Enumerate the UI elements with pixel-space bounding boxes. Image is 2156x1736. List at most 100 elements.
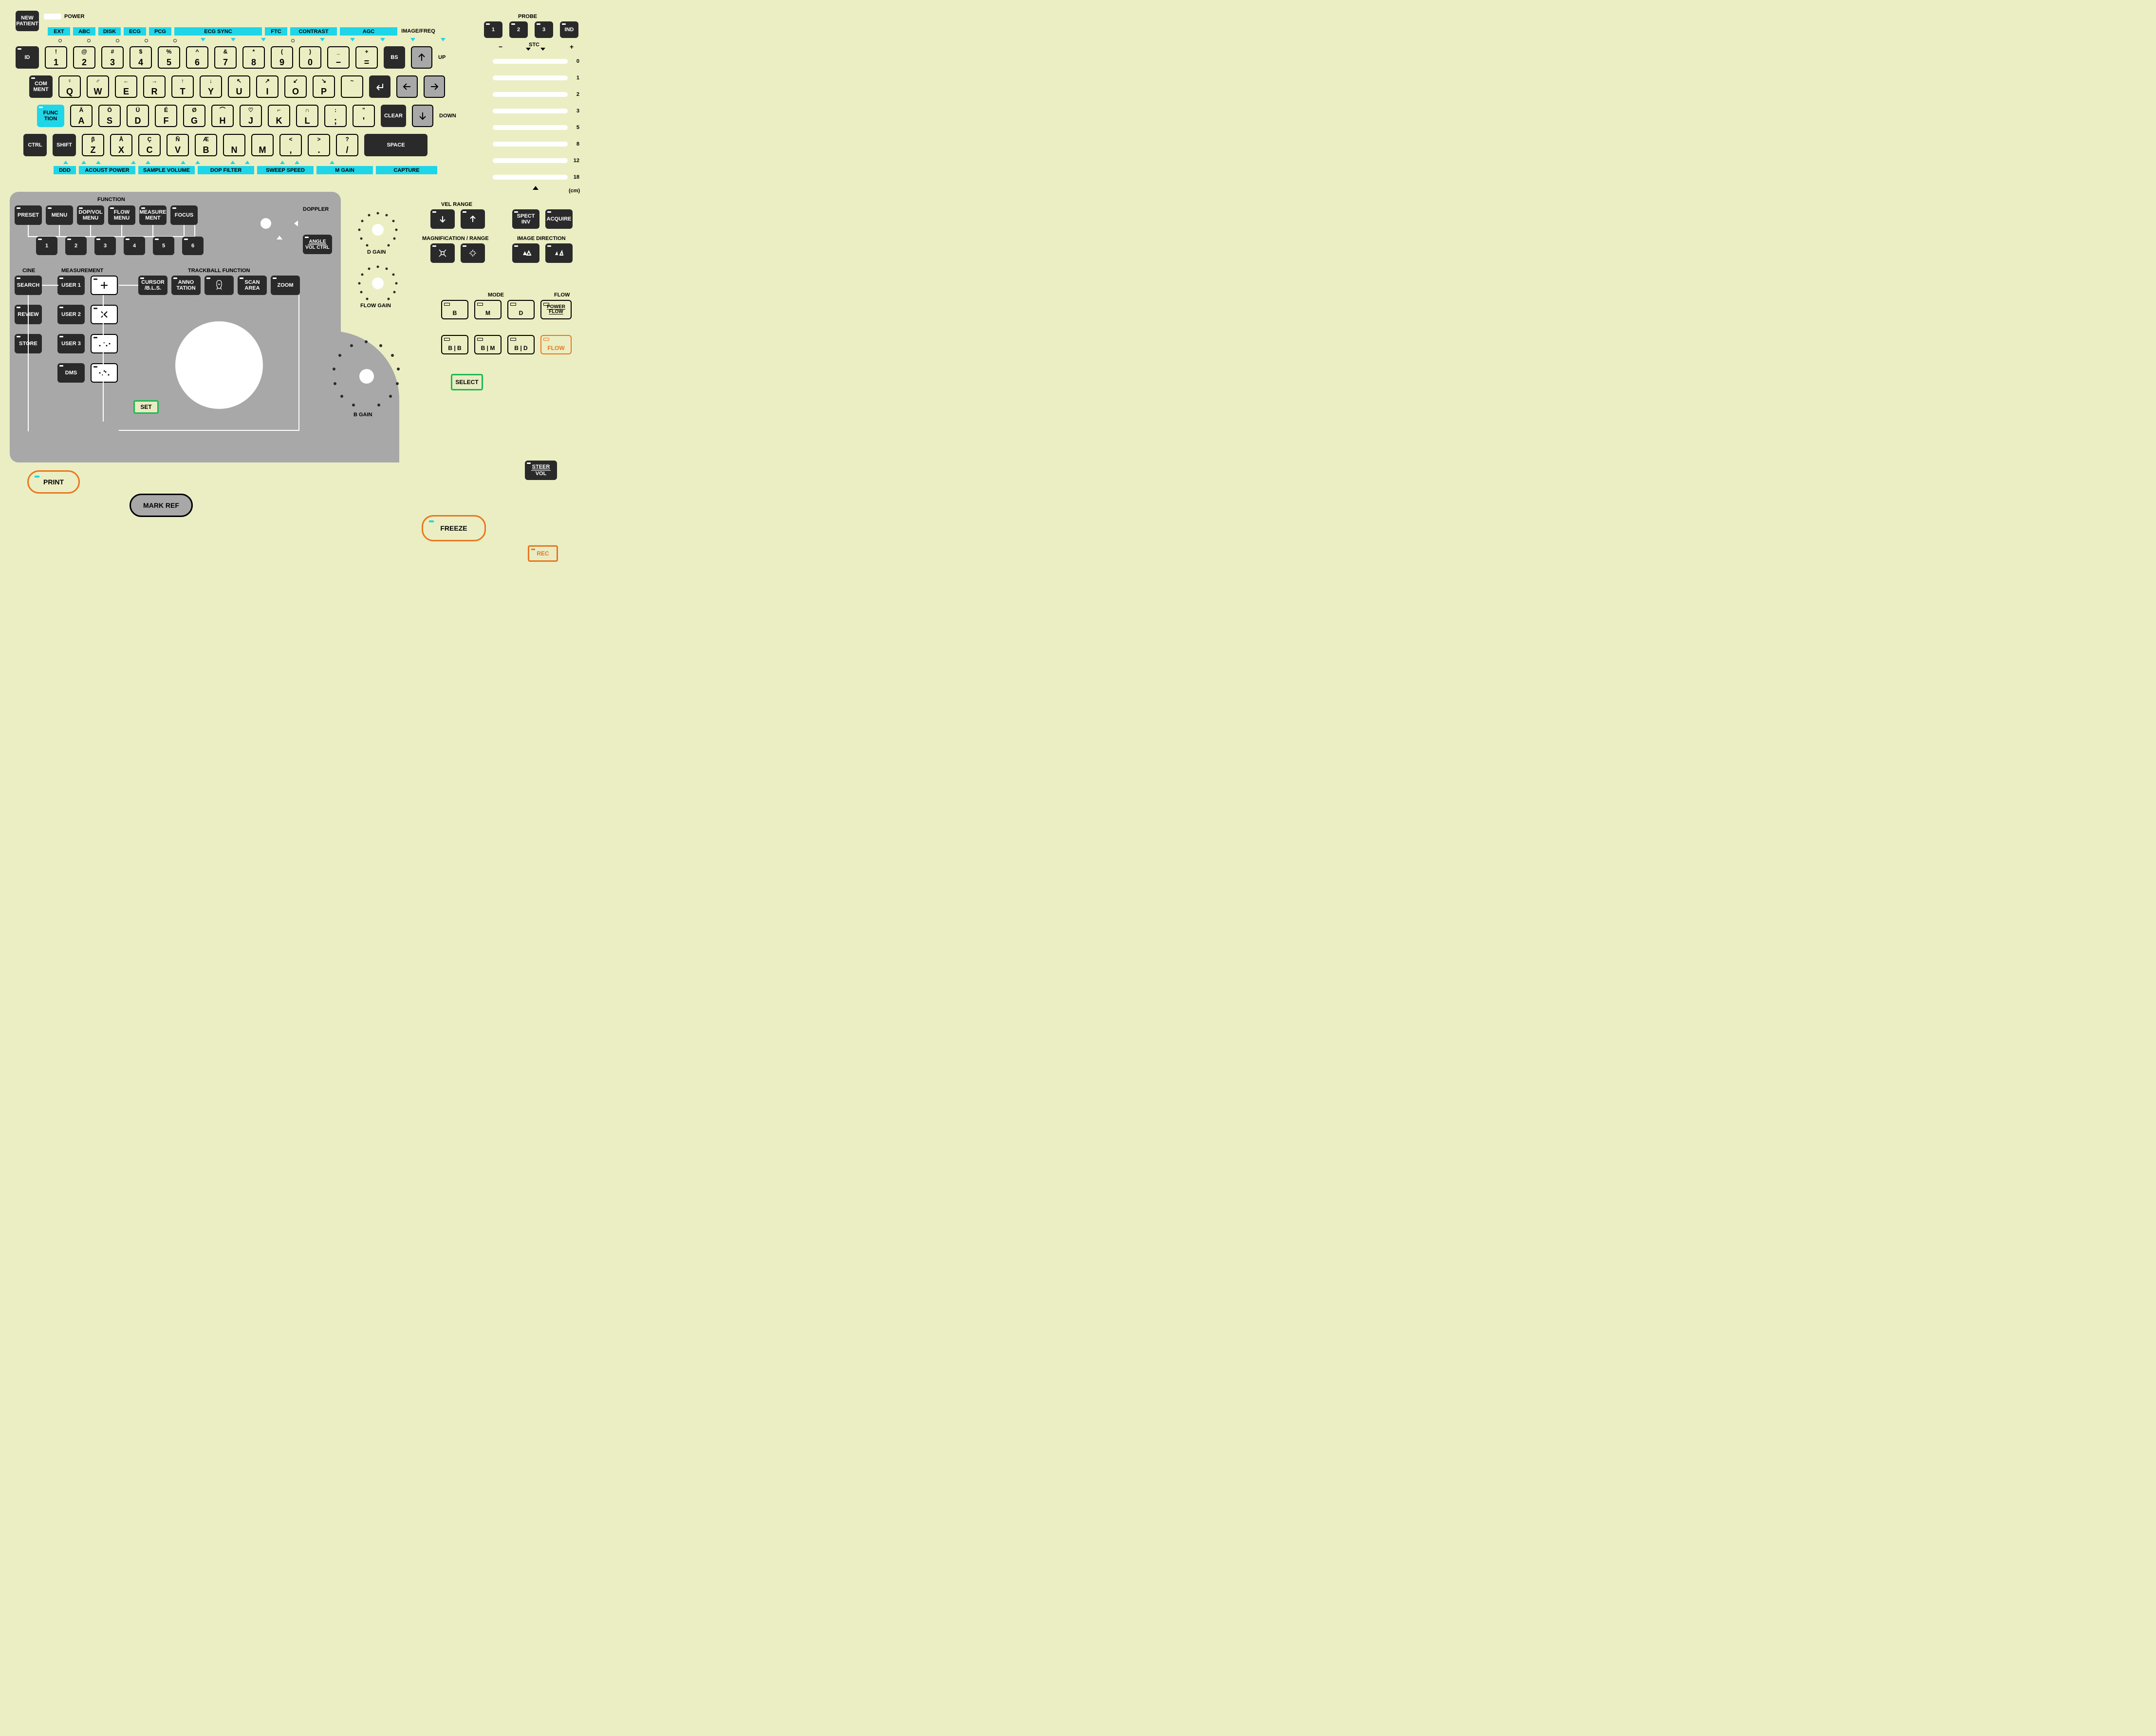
clear-button[interactable]: CLEAR — [381, 105, 406, 127]
key-o[interactable]: ↙O — [284, 75, 307, 98]
stc-slider-12[interactable] — [493, 158, 568, 163]
mode-m-button[interactable]: M — [474, 300, 502, 319]
key-c[interactable]: ÇC — [138, 134, 161, 156]
imgdir-flip2-button[interactable] — [545, 243, 573, 263]
ctrl-button[interactable]: CTRL — [23, 134, 47, 156]
key-,[interactable]: <, — [279, 134, 302, 156]
mode-bd-button[interactable]: B | D — [507, 335, 535, 354]
flow-menu-button[interactable]: FLOW MENU — [108, 205, 135, 225]
power-flow-button[interactable]: POWER FLOW — [540, 300, 572, 319]
key-d[interactable]: ÜD — [127, 105, 149, 127]
key-z[interactable]: βZ — [82, 134, 104, 156]
key-q[interactable]: ♀Q — [58, 75, 81, 98]
imgdir-flip1-button[interactable] — [512, 243, 539, 263]
key-=[interactable]: += — [355, 46, 378, 69]
key-y[interactable]: ↓Y — [200, 75, 222, 98]
func-2-button[interactable]: 2 — [65, 237, 87, 255]
space-button[interactable]: SPACE — [364, 134, 427, 156]
vel-up-button[interactable] — [461, 209, 485, 229]
set-button[interactable]: SET — [133, 400, 159, 414]
enter-button[interactable] — [369, 75, 390, 98]
mode-bb-button[interactable]: B | B — [441, 335, 468, 354]
stc-slider-8[interactable] — [493, 142, 568, 147]
stc-slider-3[interactable] — [493, 109, 568, 113]
key-a[interactable]: ÄA — [70, 105, 93, 127]
key-t[interactable]: ↑T — [171, 75, 194, 98]
stc-slider-18[interactable] — [493, 175, 568, 180]
key-v[interactable]: ÑV — [167, 134, 189, 156]
menu-button[interactable]: MENU — [46, 205, 73, 225]
rec-button[interactable]: REC — [528, 545, 558, 562]
meas-dots1-button[interactable] — [91, 334, 118, 353]
key-i[interactable]: ↗I — [256, 75, 279, 98]
new-patient-button[interactable]: NEW PATIENT — [16, 11, 39, 31]
key-6[interactable]: ^6 — [186, 46, 208, 69]
key-.[interactable]: >. — [308, 134, 330, 156]
mode-d-button[interactable]: D — [507, 300, 535, 319]
func-3-button[interactable]: 3 — [94, 237, 116, 255]
mag-in-button[interactable] — [430, 243, 455, 263]
key-/[interactable]: ?/ — [336, 134, 358, 156]
key-5[interactable]: %5 — [158, 46, 180, 69]
meas-plus-button[interactable] — [91, 276, 118, 295]
key-9[interactable]: (9 — [271, 46, 293, 69]
doppler-knob[interactable] — [260, 218, 271, 229]
bs-button[interactable]: BS — [384, 46, 405, 69]
key-x[interactable]: ÅX — [110, 134, 132, 156]
key-7[interactable]: &7 — [214, 46, 237, 69]
key-r[interactable]: →R — [143, 75, 166, 98]
mag-out-button[interactable] — [461, 243, 485, 263]
user3-button[interactable]: USER 3 — [57, 334, 85, 353]
mode-b-button[interactable]: B — [441, 300, 468, 319]
meas-dots2-button[interactable] — [91, 363, 118, 383]
key-1[interactable]: !1 — [45, 46, 67, 69]
function-button[interactable]: FUNC TION — [37, 105, 64, 127]
key-0[interactable]: )0 — [299, 46, 321, 69]
key-w[interactable]: ♂W — [87, 75, 109, 98]
probe-3-button[interactable]: 3 — [535, 21, 553, 38]
left-arrow-button[interactable] — [396, 75, 418, 98]
angle-volctrl-button[interactable]: ANGLEVOL CTRL — [303, 235, 332, 254]
probe-1-button[interactable]: 1 — [484, 21, 502, 38]
key-;[interactable]: :; — [324, 105, 347, 127]
key-u[interactable]: ↖U — [228, 75, 250, 98]
acquire-button[interactable]: ACQUIRE — [545, 209, 573, 229]
key-l[interactable]: ∩L — [296, 105, 318, 127]
focus-button[interactable]: FOCUS — [170, 205, 198, 225]
func-6-button[interactable]: 6 — [182, 237, 204, 255]
key-h[interactable]: ⌒H — [211, 105, 234, 127]
func-1-button[interactable]: 1 — [36, 237, 57, 255]
key-8[interactable]: *8 — [242, 46, 265, 69]
func-4-button[interactable]: 4 — [124, 237, 145, 255]
func-5-button[interactable]: 5 — [153, 237, 174, 255]
preset-button[interactable]: PRESET — [15, 205, 42, 225]
stc-slider-5[interactable] — [493, 125, 568, 130]
key-n[interactable]: N — [223, 134, 245, 156]
stc-slider-2[interactable] — [493, 92, 568, 97]
key-m[interactable]: M — [251, 134, 274, 156]
flow-button[interactable]: FLOW — [540, 335, 572, 354]
search-button[interactable]: SEARCH — [15, 276, 42, 295]
up-arrow-button[interactable] — [411, 46, 432, 69]
markref-button[interactable]: MARK REF — [130, 494, 193, 517]
stc-slider-1[interactable] — [493, 75, 568, 80]
key-g[interactable]: ØG — [183, 105, 205, 127]
key-p[interactable]: ↘P — [313, 75, 335, 98]
id-button[interactable]: ID — [16, 46, 39, 69]
spect-inv-button[interactable]: SPECT INV — [512, 209, 539, 229]
right-arrow-button[interactable] — [424, 75, 445, 98]
select-button[interactable]: SELECT — [451, 374, 483, 390]
key-3[interactable]: #3 — [101, 46, 124, 69]
trackball[interactable] — [175, 321, 263, 409]
steer-vol-button[interactable]: STEERVOL — [525, 461, 557, 480]
key-2[interactable]: @2 — [73, 46, 95, 69]
stc-slider-0[interactable] — [493, 59, 568, 64]
vel-down-button[interactable] — [430, 209, 455, 229]
key-~[interactable]: ~ — [341, 75, 363, 98]
measurement-button[interactable]: MEASURE MENT — [139, 205, 167, 225]
print-button[interactable]: PRINT — [27, 470, 80, 494]
key-−[interactable]: _− — [327, 46, 350, 69]
mode-bm-button[interactable]: B | M — [474, 335, 502, 354]
key-e[interactable]: ←E — [115, 75, 137, 98]
user1-button[interactable]: USER 1 — [57, 276, 85, 295]
